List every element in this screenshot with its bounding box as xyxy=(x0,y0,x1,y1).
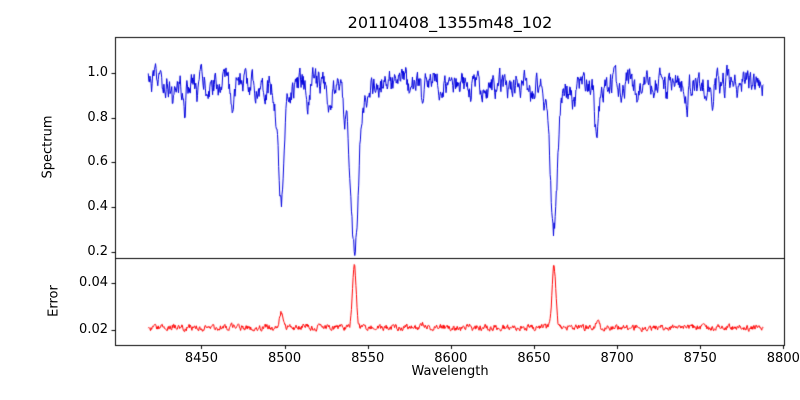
x-tick-label: 8800 xyxy=(766,351,800,366)
x-tick-label: 8500 xyxy=(268,351,302,366)
spectrum-y-tick-label: 0.2 xyxy=(87,243,108,259)
spectrum-y-tick-label: 0.4 xyxy=(87,199,108,215)
x-tick-label: 8550 xyxy=(351,351,385,366)
spectrum-y-tick-label: 1.0 xyxy=(87,65,108,80)
x-axis-label: Wavelength xyxy=(411,364,489,379)
x-tick-label: 8600 xyxy=(434,351,468,366)
x-tick-label: 8750 xyxy=(683,351,717,366)
x-tick-label: 8700 xyxy=(600,351,634,366)
x-tick-label: 8650 xyxy=(517,351,551,366)
error-y-tick-label: 0.04 xyxy=(79,274,108,290)
chart-title: 20110408_1355m48_102 xyxy=(347,13,553,32)
error-y-tick-label: 0.02 xyxy=(79,321,108,337)
x-tick-label: 8450 xyxy=(184,351,218,366)
spectrum-y-tick-label: 0.8 xyxy=(87,109,108,125)
spectrum-y-tick-label: 0.6 xyxy=(87,154,108,170)
